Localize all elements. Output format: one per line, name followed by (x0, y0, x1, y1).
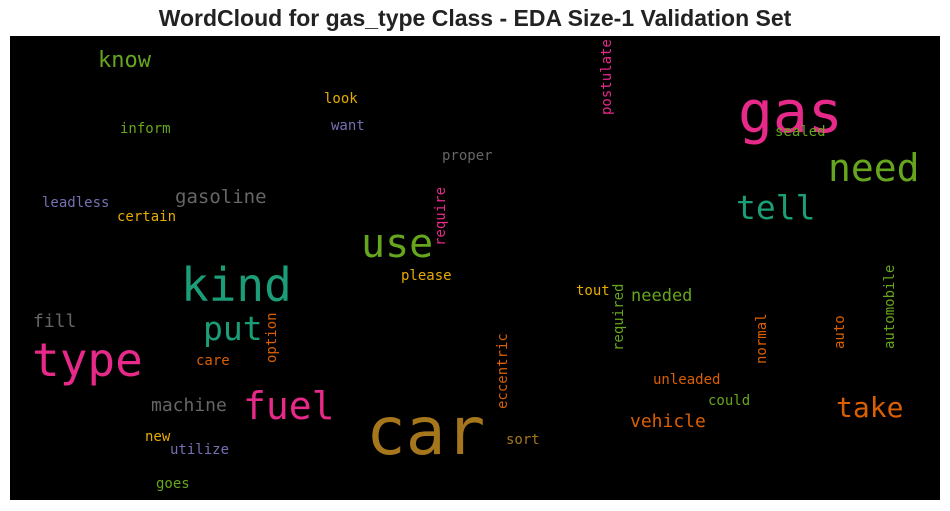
word-type: type (32, 333, 143, 387)
word-automobile: automobile (882, 265, 898, 349)
word-tout: tout (576, 283, 610, 299)
word-tell: tell (736, 188, 815, 227)
word-car: car (366, 393, 485, 470)
word-gasoline: gasoline (175, 186, 267, 208)
word-fuel: fuel (243, 384, 335, 428)
word-goes: goes (156, 476, 190, 492)
word-could: could (708, 393, 750, 409)
word-inform: inform (120, 121, 171, 137)
word-want: want (331, 118, 365, 134)
word-eccentric: eccentric (495, 333, 511, 409)
word-cloud: car gas type kind use need fuel tell put take know… (32, 39, 920, 492)
word-care: care (196, 353, 230, 369)
word-new: new (145, 429, 171, 445)
word-sealed: sealed (775, 124, 826, 140)
word-option: option (264, 312, 280, 363)
word-auto: auto (832, 315, 848, 349)
word-kind: kind (181, 258, 292, 312)
word-use: use (361, 221, 433, 267)
word-leadless: leadless (42, 195, 109, 211)
word-normal: normal (754, 313, 770, 364)
word-gas: gas (738, 78, 843, 146)
word-cloud-canvas: car gas type kind use need fuel tell put take know… (10, 36, 940, 500)
word-please: please (401, 268, 452, 284)
word-sort: sort (506, 432, 540, 448)
word-utilize: utilize (170, 442, 229, 458)
word-put: put (203, 309, 263, 348)
word-required: required (611, 284, 627, 351)
word-unleaded: unleaded (653, 372, 720, 388)
word-take: take (836, 391, 903, 424)
chart-title: WordCloud for gas_type Class - EDA Size-… (158, 5, 792, 31)
word-needed: needed (631, 286, 692, 306)
word-know: know (98, 48, 152, 73)
word-machine: machine (151, 395, 227, 416)
word-need: need (828, 146, 920, 190)
word-postulate: postulate (599, 39, 615, 115)
word-vehicle: vehicle (630, 411, 706, 432)
word-fill: fill (33, 311, 76, 332)
word-look: look (324, 91, 358, 107)
word-require: require (433, 187, 449, 246)
word-certain: certain (117, 209, 176, 225)
word-proper: proper (442, 148, 493, 164)
